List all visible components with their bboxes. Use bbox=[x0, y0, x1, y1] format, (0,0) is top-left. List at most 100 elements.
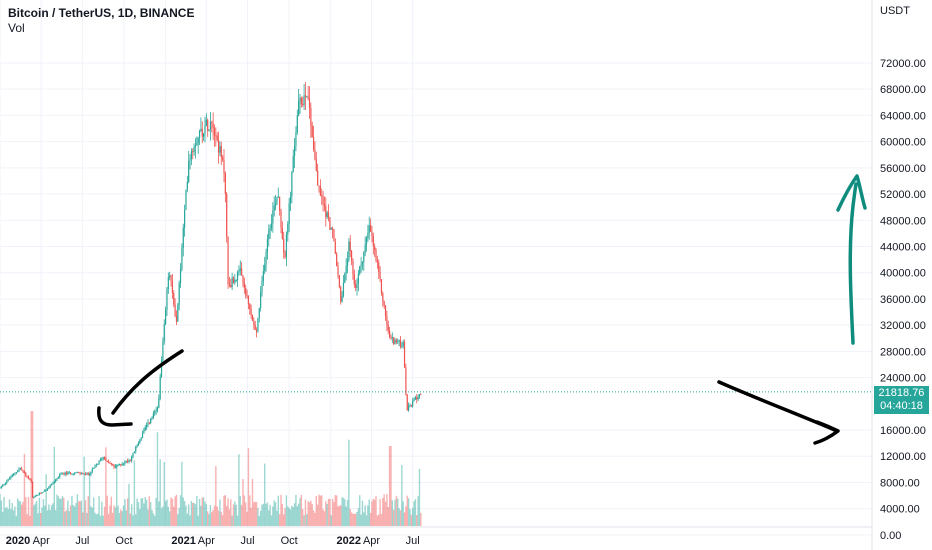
candle-body bbox=[186, 181, 188, 190]
price-tick-label: 12000.00 bbox=[880, 451, 926, 463]
candle-body bbox=[250, 309, 252, 316]
volume-bar bbox=[242, 479, 244, 526]
volume-bar bbox=[246, 511, 248, 526]
candle-body bbox=[220, 146, 222, 158]
price-tick-label: 60000.00 bbox=[880, 137, 926, 149]
volume-bar bbox=[4, 507, 7, 526]
candle-body bbox=[322, 196, 324, 205]
candle-body bbox=[56, 478, 58, 480]
price-tick-label: 48000.00 bbox=[880, 215, 926, 227]
volume-bar bbox=[410, 514, 413, 526]
volume-bar bbox=[402, 501, 404, 526]
volume-bar bbox=[416, 515, 418, 526]
candle-body bbox=[198, 130, 201, 138]
volume-bar bbox=[255, 502, 258, 526]
candle-body bbox=[128, 460, 130, 463]
candle-body bbox=[184, 210, 186, 228]
candle-body bbox=[253, 320, 255, 326]
candle-body bbox=[291, 171, 293, 197]
volume-bar bbox=[30, 411, 32, 526]
last-price-value: 21818.76 bbox=[878, 386, 925, 399]
candle-body bbox=[135, 446, 137, 452]
volume-bar bbox=[82, 512, 84, 526]
price-tick-label: 44000.00 bbox=[880, 241, 926, 253]
volume-bar bbox=[136, 498, 138, 526]
candle-body bbox=[312, 137, 315, 150]
candle-body bbox=[87, 473, 89, 475]
volume-bar bbox=[177, 514, 179, 526]
candle-body bbox=[71, 473, 73, 475]
candle-body bbox=[410, 405, 412, 407]
candle-body bbox=[368, 225, 370, 233]
last-price-tag: 21818.76 04:40:18 bbox=[874, 385, 929, 414]
volume-bar bbox=[160, 508, 163, 526]
candle-body bbox=[31, 481, 34, 498]
price-tick-label: 52000.00 bbox=[880, 189, 926, 201]
volume-bar bbox=[204, 501, 206, 526]
volume-bar bbox=[303, 515, 305, 526]
volume-bar bbox=[114, 507, 117, 526]
candle-body bbox=[34, 495, 36, 498]
candle-body bbox=[50, 483, 53, 486]
candle-body bbox=[103, 457, 106, 460]
volume-bar bbox=[41, 507, 43, 526]
candle-body bbox=[283, 238, 285, 253]
candle-body bbox=[295, 132, 297, 146]
volume-bar bbox=[94, 512, 96, 526]
volume-bar bbox=[367, 505, 369, 526]
volume-bar bbox=[307, 501, 309, 526]
candle-body bbox=[146, 424, 148, 428]
candle-body bbox=[394, 339, 396, 344]
volume-bar bbox=[42, 499, 45, 526]
volume-bar bbox=[79, 501, 81, 526]
volume-bar bbox=[316, 504, 319, 526]
volume-bar bbox=[420, 512, 422, 526]
candle-body bbox=[314, 149, 316, 160]
volume-bar bbox=[302, 509, 304, 526]
volume-bar bbox=[194, 504, 197, 526]
volume-bar bbox=[101, 501, 103, 526]
volume-bar bbox=[269, 504, 271, 526]
candle-body bbox=[231, 277, 233, 287]
volume-bar bbox=[353, 513, 356, 526]
volume-bar bbox=[219, 499, 221, 526]
candle-body bbox=[238, 270, 240, 273]
candle-body bbox=[226, 193, 228, 237]
volume-bar bbox=[398, 508, 400, 526]
candle-body bbox=[310, 107, 312, 126]
volume-bar bbox=[113, 505, 115, 526]
candle-body bbox=[279, 196, 281, 211]
candle-body bbox=[341, 295, 343, 302]
candle-body bbox=[353, 274, 355, 285]
volume-bar bbox=[87, 496, 89, 526]
volume-bar bbox=[327, 498, 330, 526]
volume-bar bbox=[395, 495, 398, 526]
price-tick-label: 64000.00 bbox=[880, 110, 926, 122]
candle-body bbox=[359, 266, 361, 274]
time-tick-label: Jul bbox=[240, 535, 254, 547]
volume-bar bbox=[164, 501, 167, 526]
candle-body bbox=[211, 121, 213, 123]
candle-body bbox=[409, 405, 411, 406]
volume-bar bbox=[57, 496, 60, 526]
candle-body bbox=[323, 204, 326, 207]
candle-body bbox=[369, 225, 372, 232]
volume-bar bbox=[387, 506, 389, 526]
candle-body bbox=[137, 442, 140, 446]
volume-bar bbox=[352, 513, 354, 526]
volume-bar bbox=[125, 510, 127, 526]
candle-body bbox=[234, 279, 236, 283]
volume-bar bbox=[341, 497, 343, 526]
candle-body bbox=[201, 128, 203, 137]
volume-bar bbox=[361, 500, 364, 526]
candle-body bbox=[189, 159, 191, 161]
volume-bar bbox=[221, 515, 224, 526]
candle-body bbox=[239, 268, 241, 271]
volume-bar bbox=[223, 495, 225, 526]
candle-body bbox=[78, 472, 80, 474]
volume-bar bbox=[289, 509, 292, 526]
candle-body bbox=[64, 472, 66, 475]
candle-body bbox=[124, 461, 126, 464]
volume-bar bbox=[173, 506, 175, 526]
